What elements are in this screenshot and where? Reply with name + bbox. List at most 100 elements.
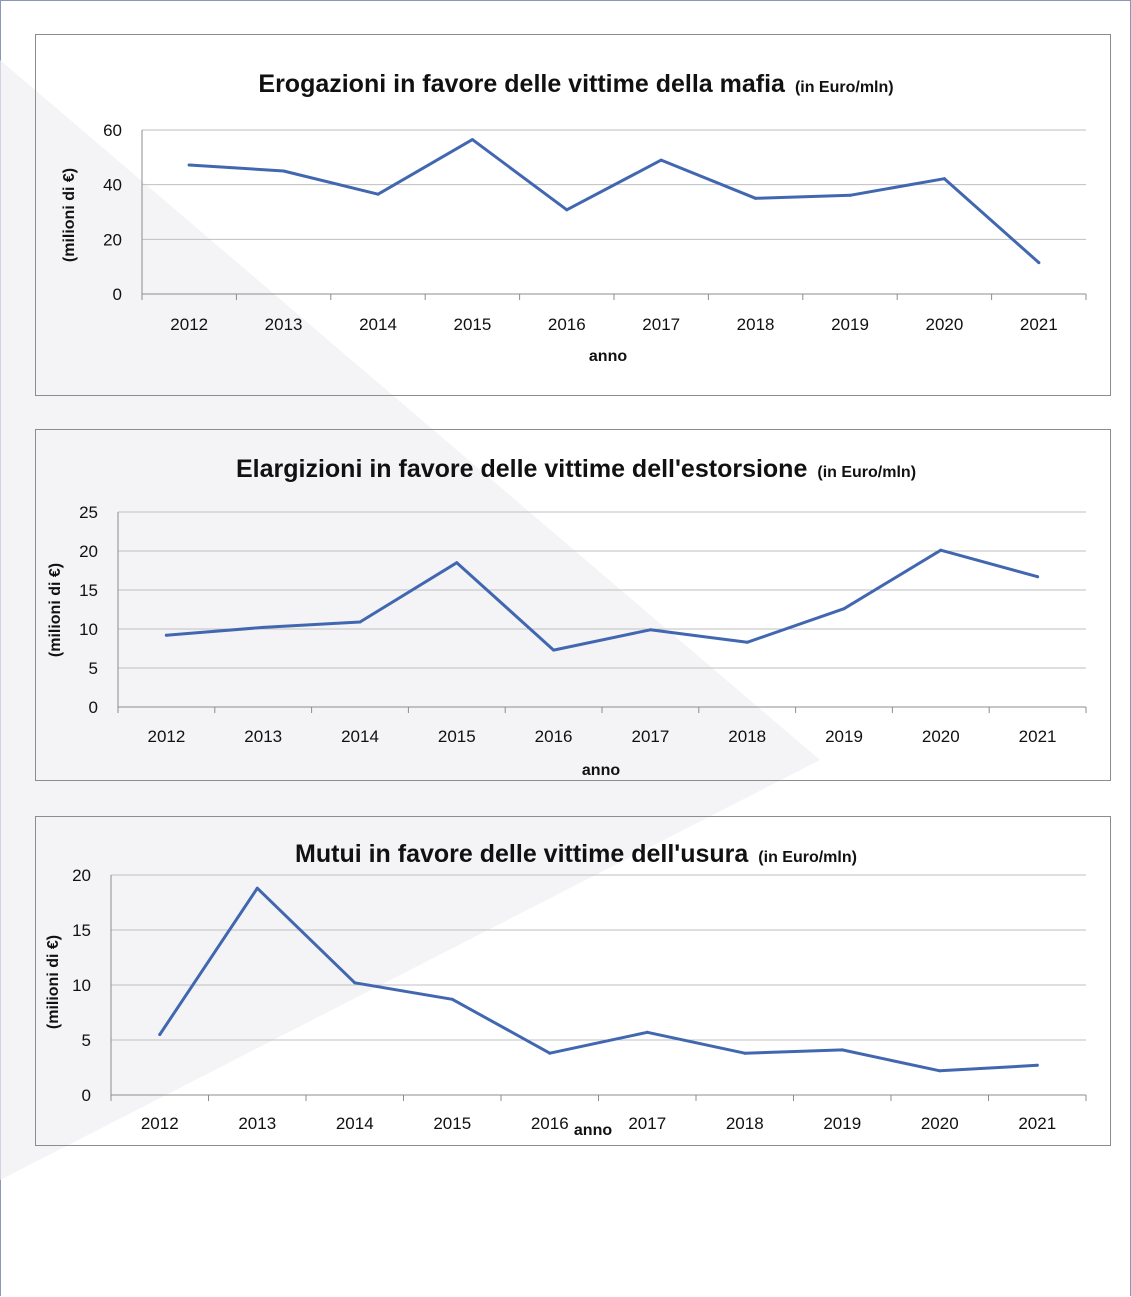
usura-x-axis-title: anno — [574, 1122, 612, 1139]
chart-usura: Mutui in favore delle vittime dell'usura… — [45, 840, 1087, 1139]
estorsione-x-axis-title: anno — [582, 762, 620, 779]
mafia-x-tick-label: 2017 — [642, 315, 680, 334]
usura-data-point — [548, 1051, 552, 1055]
chart-usura-panel: Mutui in favore delle vittime dell'usura… — [35, 816, 1111, 1146]
usura-title-main: Mutui in favore delle vittime dell'usura — [295, 840, 749, 868]
usura-x-tick-label: 2013 — [238, 1114, 276, 1133]
estorsione-x-tick-label: 2018 — [728, 727, 766, 746]
mafia-chart-title: Erogazioni in favore delle vittime della… — [258, 70, 893, 98]
mafia-x-tick-label: 2012 — [170, 315, 208, 334]
estorsione-x-tick-label: 2021 — [1019, 727, 1057, 746]
estorsione-x-tick-label: 2020 — [922, 727, 960, 746]
usura-x-tick-label: 2012 — [141, 1114, 179, 1133]
estorsione-x-tick-label: 2012 — [147, 727, 185, 746]
mafia-series-line — [187, 138, 1041, 265]
usura-x-tick-label: 2017 — [628, 1114, 666, 1133]
estorsione-data-point — [455, 561, 459, 565]
usura-data-point — [255, 886, 259, 890]
estorsione-y-tick-label: 10 — [79, 620, 98, 639]
estorsione-y-tick-label: 20 — [79, 542, 98, 561]
estorsione-data-point — [939, 548, 943, 552]
mafia-x-tick-label: 2015 — [453, 315, 491, 334]
estorsione-x-tick-label: 2019 — [825, 727, 863, 746]
usura-data-point — [158, 1033, 162, 1036]
estorsione-y-tick-label: 0 — [89, 698, 98, 717]
mafia-y-tick-label: 60 — [103, 121, 122, 140]
mafia-y-axis-title: (milioni di €) — [61, 168, 78, 262]
estorsione-title-main: Elargizioni in favore delle vittime dell… — [236, 455, 807, 483]
usura-data-point — [1035, 1063, 1039, 1067]
mafia-y-tick-label: 0 — [113, 285, 122, 304]
chart-estorsione-panel: Elargizioni in favore delle vittime dell… — [35, 429, 1111, 781]
usura-data-point — [450, 997, 454, 1001]
estorsione-chart-title: Elargizioni in favore delle vittime dell… — [236, 455, 916, 483]
mafia-data-point — [187, 163, 191, 167]
estorsione-series-line — [164, 548, 1040, 652]
estorsione-x-tick-label: 2016 — [535, 727, 573, 746]
usura-title-unit: (in Euro/mln) — [758, 849, 857, 866]
estorsione-data-point — [745, 640, 749, 644]
usura-x-tick-label: 2015 — [433, 1114, 471, 1133]
estorsione-title-unit: (in Euro/mln) — [817, 464, 916, 481]
usura-data-point — [645, 1030, 649, 1034]
mafia-data-point — [565, 208, 569, 212]
estorsione-x-tick-label: 2017 — [631, 727, 669, 746]
estorsione-y-tick-label: 25 — [79, 503, 98, 522]
estorsione-data-point — [842, 607, 846, 611]
usura-y-tick-label: 20 — [72, 866, 91, 885]
mafia-x-tick-label: 2013 — [265, 315, 303, 334]
usura-y-tick-label: 5 — [82, 1031, 91, 1050]
usura-series-line — [158, 886, 1039, 1073]
usura-data-point — [353, 981, 357, 985]
mafia-data-point — [659, 158, 663, 162]
usura-data-point — [743, 1051, 747, 1055]
usura-y-tick-label: 0 — [82, 1086, 91, 1105]
usura-x-tick-label: 2019 — [823, 1114, 861, 1133]
mafia-x-tick-label: 2019 — [831, 315, 869, 334]
mafia-x-tick-label: 2016 — [548, 315, 586, 334]
usura-data-point — [938, 1069, 942, 1073]
mafia-data-point — [1037, 261, 1041, 265]
mafia-data-point — [376, 192, 380, 196]
mafia-y-tick-label: 40 — [103, 176, 122, 195]
usura-y-tick-label: 15 — [72, 921, 91, 940]
usura-y-axis-title: (milioni di €) — [45, 935, 62, 1029]
usura-data-point — [840, 1048, 844, 1052]
usura-y-tick-label: 10 — [72, 976, 91, 995]
mafia-data-point — [282, 169, 286, 173]
usura-x-tick-label: 2016 — [531, 1114, 569, 1133]
usura-chart-title: Mutui in favore delle vittime dell'usura… — [295, 840, 857, 868]
estorsione-data-point — [1036, 575, 1040, 579]
mafia-x-axis-title: anno — [589, 348, 627, 365]
estorsione-data-point — [358, 620, 362, 624]
estorsione-data-point — [648, 628, 652, 632]
estorsione-data-point — [261, 625, 265, 629]
mafia-x-tick-label: 2014 — [359, 315, 397, 334]
mafia-data-point — [754, 196, 758, 200]
estorsione-x-tick-label: 2013 — [244, 727, 282, 746]
mafia-x-tick-label: 2020 — [925, 315, 963, 334]
mafia-x-tick-label: 2018 — [737, 315, 775, 334]
mafia-title-unit: (in Euro/mln) — [795, 79, 894, 96]
estorsione-data-point — [164, 633, 168, 637]
estorsione-y-tick-label: 5 — [89, 659, 98, 678]
mafia-title-main: Erogazioni in favore delle vittime della… — [258, 70, 786, 98]
estorsione-x-tick-label: 2015 — [438, 727, 476, 746]
mafia-y-tick-label: 20 — [103, 230, 122, 249]
mafia-data-point — [942, 177, 946, 181]
estorsione-data-point — [552, 648, 556, 652]
mafia-data-point — [848, 193, 852, 197]
estorsione-x-tick-label: 2014 — [341, 727, 379, 746]
usura-x-tick-label: 2021 — [1018, 1114, 1056, 1133]
usura-x-tick-label: 2018 — [726, 1114, 764, 1133]
usura-x-tick-label: 2014 — [336, 1114, 374, 1133]
usura-x-tick-label: 2020 — [921, 1114, 959, 1133]
estorsione-y-tick-label: 15 — [79, 581, 98, 600]
mafia-x-tick-label: 2021 — [1020, 315, 1058, 334]
mafia-data-point — [470, 138, 474, 142]
chart-mafia-panel: Erogazioni in favore delle vittime della… — [35, 34, 1111, 396]
chart-mafia: Erogazioni in favore delle vittime della… — [61, 70, 1087, 365]
chart-estorsione: Elargizioni in favore delle vittime dell… — [47, 455, 1087, 779]
estorsione-y-axis-title: (milioni di €) — [47, 563, 64, 657]
